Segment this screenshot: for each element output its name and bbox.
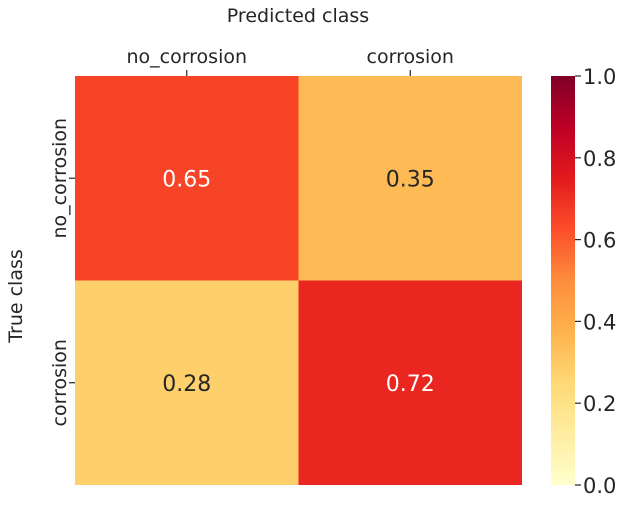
heatmap-cells: [75, 76, 522, 485]
heatmap-cell-corrosion-corrosion: [298, 280, 522, 485]
colorbar-tick-label: 0.0: [583, 474, 616, 498]
colorbar-tick-label: 0.4: [583, 310, 616, 334]
x-tick-label: corrosion: [367, 46, 454, 68]
y-tick-label: no_corrosion: [49, 118, 71, 239]
y-axis-title: True class: [5, 249, 27, 344]
x-axis-ticks: no_corrosion corrosion: [126, 46, 454, 76]
cell-value-label: 0.65: [162, 167, 211, 192]
heatmap-cell-corrosion-no_corrosion: [75, 280, 299, 485]
cell-value-labels: 0.65 0.35 0.28 0.72: [162, 167, 434, 397]
y-tick-label: corrosion: [49, 339, 71, 426]
colorbar-ticks: 0.0 0.2 0.4 0.6 0.8 1.0: [575, 65, 616, 498]
cell-value-label: 0.35: [386, 167, 435, 192]
colorbar-tick-label: 0.6: [583, 229, 616, 253]
colorbar: [551, 76, 575, 485]
colorbar-tick-label: 0.2: [583, 392, 616, 416]
colorbar-tick-label: 0.8: [583, 147, 616, 171]
x-axis-title: Predicted class: [227, 5, 369, 27]
heatmap-cell-no_corrosion-no_corrosion: [75, 76, 299, 281]
colorbar-tick-label: 1.0: [583, 65, 616, 89]
heatmap-cell-no_corrosion-corrosion: [298, 76, 522, 281]
y-axis-ticks: no_corrosion corrosion: [49, 118, 75, 426]
cell-value-label: 0.72: [386, 372, 435, 397]
cell-value-label: 0.28: [162, 372, 211, 397]
x-tick-label: no_corrosion: [126, 46, 247, 68]
